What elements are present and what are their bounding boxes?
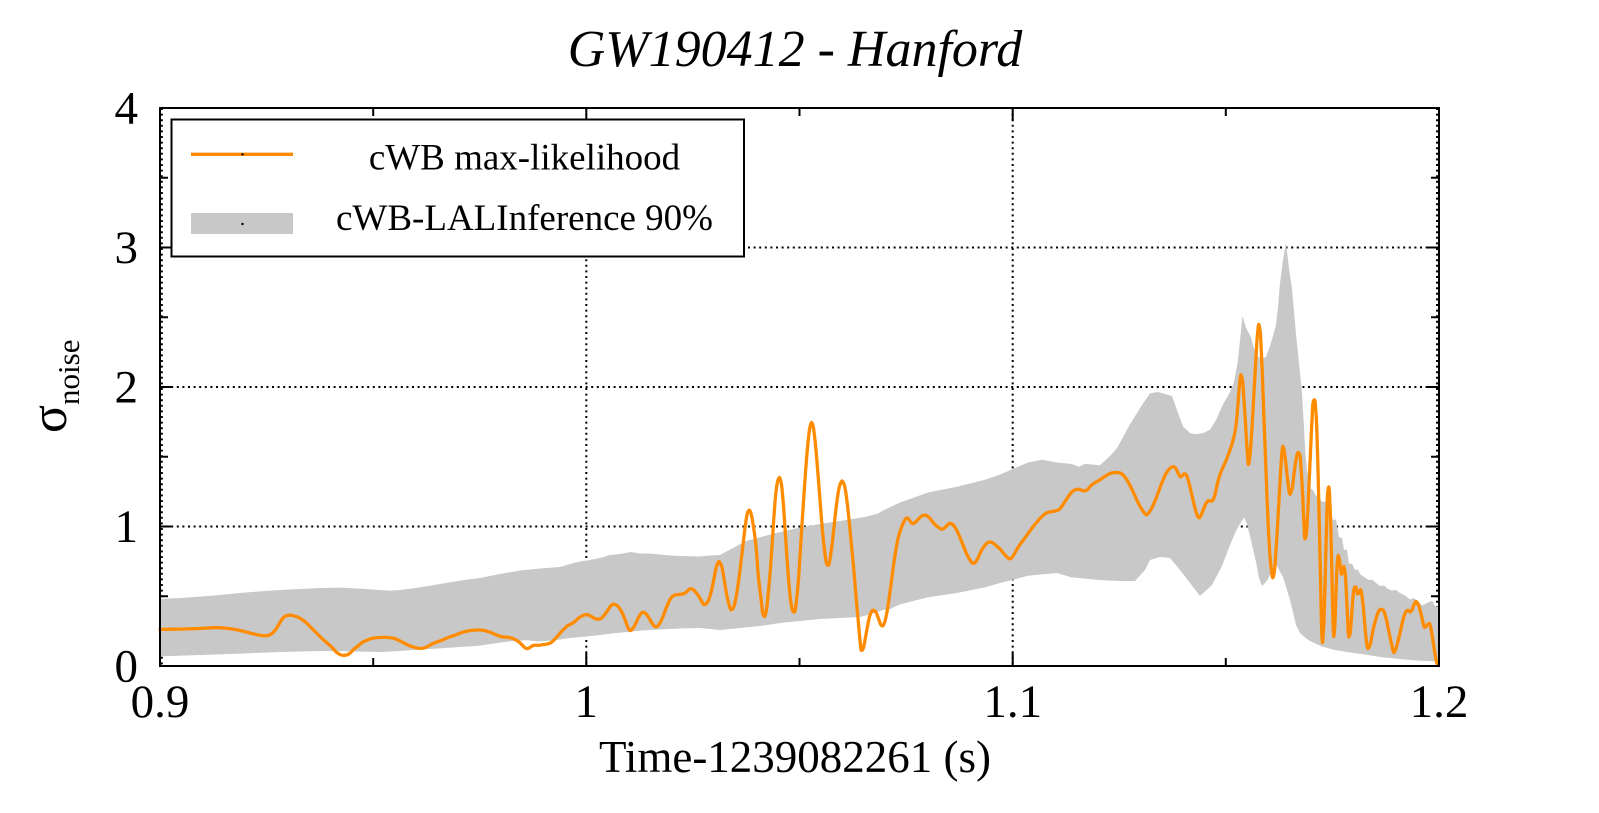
svg-text:2: 2 xyxy=(115,362,139,414)
svg-text:1: 1 xyxy=(575,676,599,728)
svg-text:1: 1 xyxy=(115,501,139,553)
svg-text:1.2: 1.2 xyxy=(1410,676,1469,728)
svg-text:1.1: 1.1 xyxy=(983,676,1042,728)
svg-text:GW190412 - Hanford: GW190412 - Hanford xyxy=(568,21,1023,78)
svg-text:cWB max-likelihood: cWB max-likelihood xyxy=(369,138,681,179)
svg-text:Time-1239082261 (s): Time-1239082261 (s) xyxy=(599,732,991,782)
svg-text:cWB-LALInference 90%: cWB-LALInference 90% xyxy=(336,198,713,239)
svg-text:4: 4 xyxy=(115,83,139,135)
svg-text:0: 0 xyxy=(115,641,139,693)
svg-text:0.9: 0.9 xyxy=(131,676,190,728)
svg-text:3: 3 xyxy=(115,222,139,274)
